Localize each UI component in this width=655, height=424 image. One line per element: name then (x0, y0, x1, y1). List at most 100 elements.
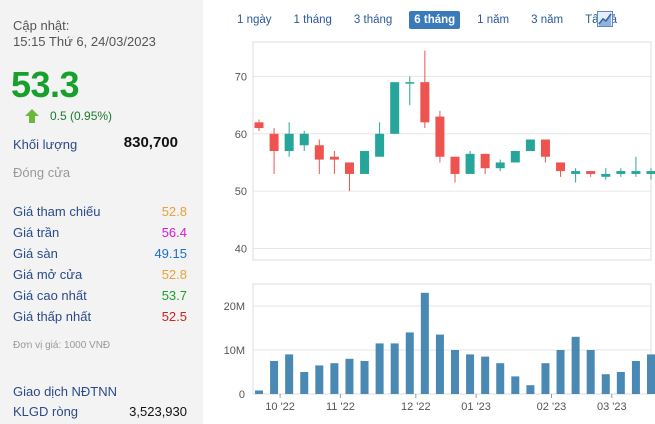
period-tabs: 1 ngày 1 tháng 3 tháng 6 tháng 1 năm 3 n… (232, 10, 634, 30)
volume-bar (526, 385, 535, 394)
candle-body (329, 156, 339, 160)
candle-body (299, 133, 309, 146)
volume-y-tick-label: 10M (224, 345, 245, 357)
change-value: 0.5 (0.95%) (50, 109, 113, 123)
x-tick-label: 10 '22 (265, 401, 295, 413)
volume-bar (556, 350, 565, 394)
volume-bar (315, 365, 324, 394)
x-tick-label: 03 '23 (597, 401, 627, 413)
volume-y-tick-label: 20M (224, 301, 245, 313)
candle-body (314, 145, 324, 160)
foreign-trade-title: Giao dịch NĐTNN (13, 384, 118, 399)
volume-bar (360, 361, 369, 394)
candle-body (344, 162, 354, 174)
stat-label-open: Giá mở cửa (13, 267, 83, 282)
tab-3-years[interactable]: 3 năm (531, 14, 564, 26)
arrow-up-icon (25, 109, 39, 123)
volume-bar (330, 363, 339, 394)
x-tick-label: 12 '22 (401, 401, 431, 413)
quote-panel: Cập nhật: 15:15 Thứ 6, 24/03/2023 53.3 0… (0, 0, 203, 424)
candle-body (525, 139, 535, 151)
x-tick-label: 01 '23 (461, 401, 491, 413)
candle-body (450, 156, 460, 174)
volume-y-tick-label: 0 (239, 389, 245, 401)
volume-bar (511, 376, 520, 394)
volume-bar (496, 363, 505, 394)
volume-bar (405, 332, 414, 394)
volume-bar (571, 336, 580, 394)
volume-bar (300, 372, 309, 394)
update-label: Cập nhật: (13, 18, 70, 33)
volume-bar-chart: 0 10M 20M 10 '22 11 '22 12 '22 01 '23 02 '23 03 … (224, 283, 655, 413)
x-tick-label: 11 '22 (326, 401, 355, 413)
tab-1-month[interactable]: 1 tháng (293, 14, 332, 26)
stat-label-floor: Giá sàn (13, 246, 58, 261)
candle-body (631, 171, 641, 174)
stat-label-low: Giá thấp nhất (13, 309, 92, 324)
stat-value-high: 53.7 (161, 288, 187, 303)
update-time: 15:15 Thứ 6, 24/03/2023 (13, 34, 156, 49)
candle-body (571, 171, 581, 174)
candle-body (405, 82, 415, 84)
x-tick-label: 02 '23 (537, 401, 567, 413)
stat-label-ceiling: Giá trần (13, 225, 60, 240)
candle-body (616, 171, 626, 174)
volume-bar (435, 334, 444, 394)
stat-label-reference: Giá tham chiếu (13, 204, 101, 219)
volume-bar (285, 354, 294, 394)
close-label: Đóng cửa (13, 165, 71, 180)
volume-bar (601, 374, 610, 394)
volume-bar (451, 350, 459, 394)
candle-body (480, 153, 490, 169)
tab-3-months[interactable]: 3 tháng (353, 14, 393, 26)
candle-body (269, 133, 279, 151)
candle-body (375, 133, 385, 157)
volume-bar (420, 292, 429, 394)
volume-bar (586, 350, 595, 394)
price-y-tick-label: 40 (235, 244, 247, 256)
volume-bar (270, 361, 279, 394)
stat-label-high: Giá cao nhất (13, 288, 87, 303)
volume-bar (345, 358, 354, 394)
candle-body (420, 82, 430, 123)
candle-body (646, 171, 655, 174)
candle-body (601, 173, 611, 177)
net-volume-label: KLGD ròng (13, 404, 79, 419)
candle-body (254, 122, 264, 129)
volume-bar (390, 343, 399, 394)
volume-bar (541, 363, 550, 394)
volume-bar (375, 343, 384, 394)
candle-body (540, 139, 550, 157)
tab-1-day[interactable]: 1 ngày (237, 14, 272, 26)
stat-value-open: 52.8 (161, 267, 187, 282)
tab-1-year[interactable]: 1 năm (477, 14, 510, 26)
price-plot-area (252, 41, 652, 261)
candle-body (284, 133, 294, 151)
price-change: 0.5 (0.95%) (24, 108, 112, 124)
volume-label: Khối lượng (13, 137, 78, 152)
stat-value-reference: 52.8 (161, 204, 187, 219)
price-y-tick-label: 60 (235, 129, 247, 141)
price-candlestick-chart: 40 50 60 70 (235, 41, 655, 261)
volume-value: 830,700 (123, 134, 178, 151)
stat-value-low: 52.5 (161, 309, 187, 324)
volume-bar (647, 354, 655, 394)
volume-bar (631, 361, 640, 394)
tab-6-months[interactable]: 6 tháng (409, 11, 461, 29)
current-price: 53.3 (11, 64, 80, 105)
candle-body (360, 151, 370, 174)
candle-body (495, 162, 505, 169)
unit-note: Đơn vị giá: 1000 VNĐ (13, 340, 111, 351)
price-y-tick-label: 50 (235, 186, 247, 198)
volume-bar (466, 354, 475, 394)
price-y-tick-label: 70 (235, 71, 247, 83)
candle-body (556, 162, 566, 172)
chart-type-icon[interactable] (597, 11, 613, 27)
volume-bar (255, 390, 263, 394)
volume-bar (481, 356, 490, 394)
volume-bar (616, 372, 625, 394)
candle-body (390, 82, 400, 134)
candle-body (510, 151, 520, 163)
candle-body (586, 171, 596, 174)
